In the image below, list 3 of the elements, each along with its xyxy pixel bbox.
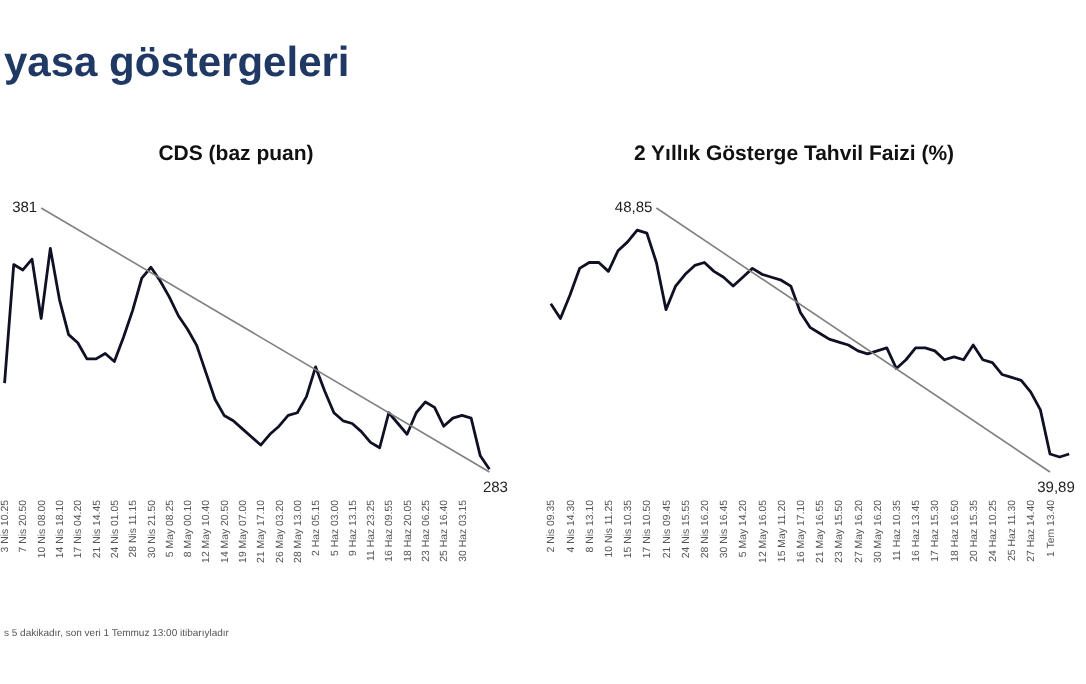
text: yasa göstergeleri <box>4 40 350 86</box>
chart-title: 2 Yıllık Gösterge Tahvil Faizi (%) <box>633 142 955 166</box>
chart-title: CDS (baz puan) <box>158 142 314 166</box>
